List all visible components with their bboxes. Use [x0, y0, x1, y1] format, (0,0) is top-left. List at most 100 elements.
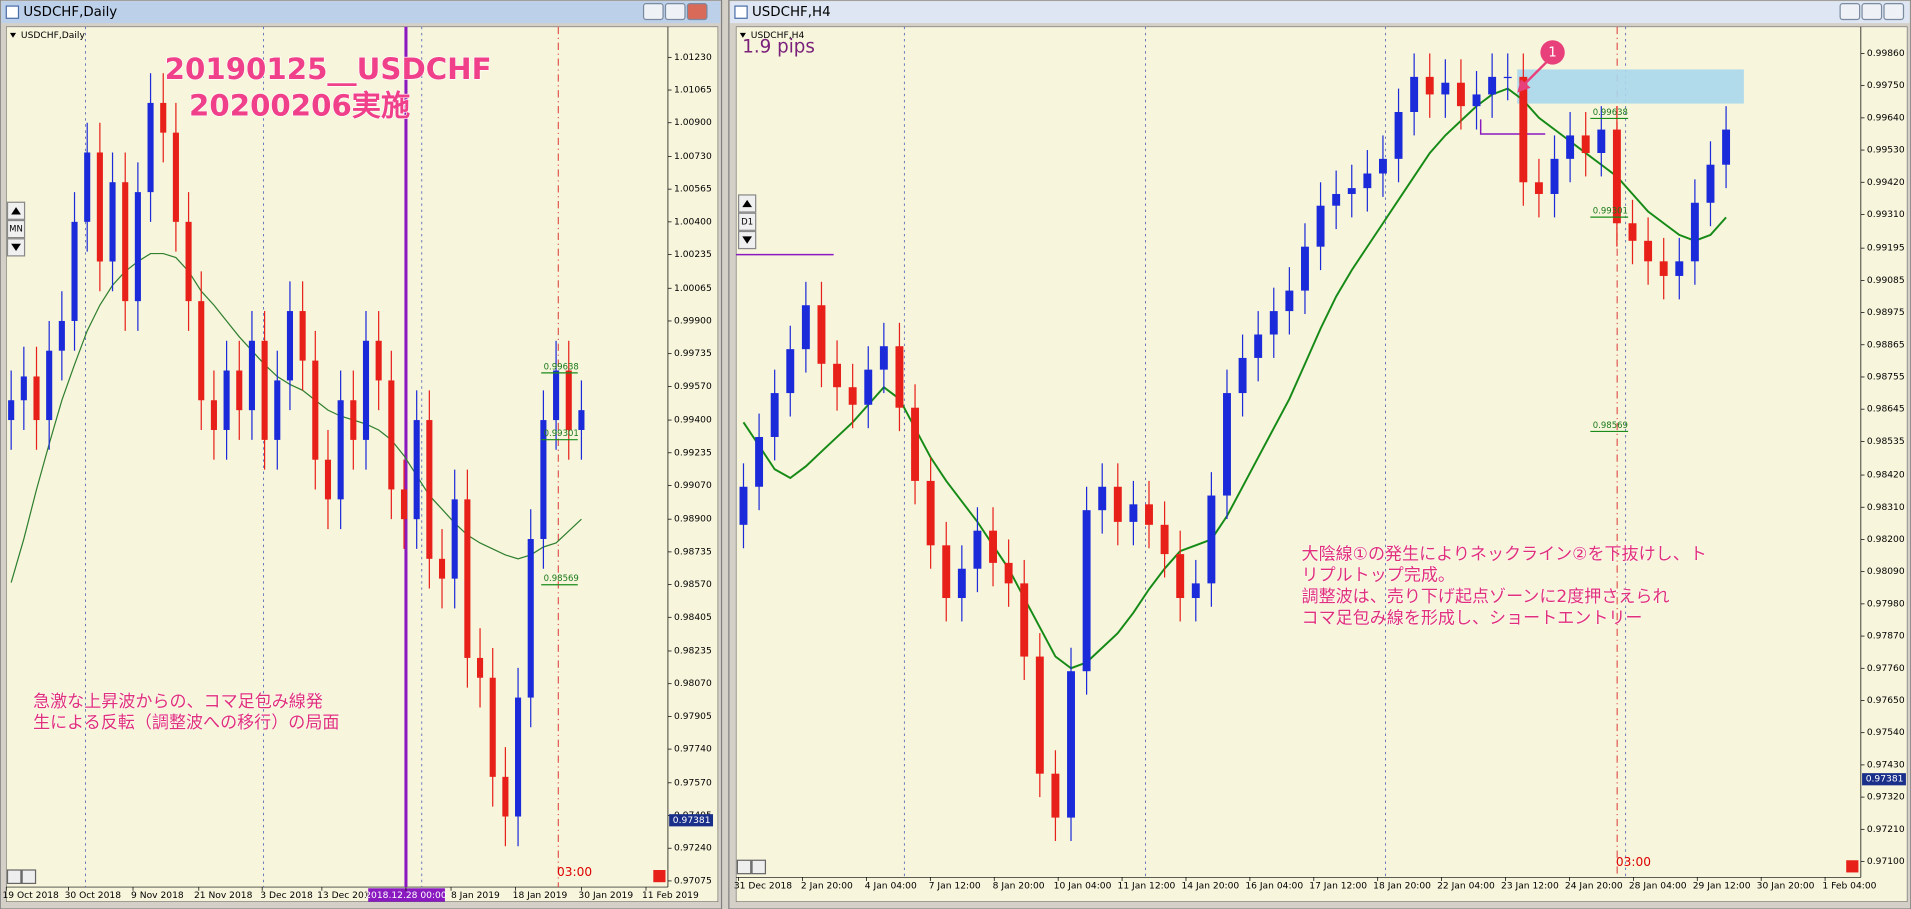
x-tick-label: 8 Jan 2019 [451, 891, 500, 901]
title-bar [730, 1, 1910, 24]
candle-body [864, 369, 873, 405]
close-tool-button[interactable] [21, 869, 37, 885]
close-button[interactable] [686, 3, 708, 21]
x-tick-label: 2018.12.28 00:00 [365, 891, 447, 901]
close-tool-button[interactable] [751, 859, 767, 875]
y-tick-label: 1.00565 [674, 185, 712, 195]
candle-body [565, 370, 572, 430]
candle-body [1020, 583, 1029, 657]
y-tick-label: 0.98975 [1867, 308, 1905, 318]
candle-body [274, 380, 281, 440]
candle-body [147, 102, 154, 193]
x-tick-label: 2 Jan 20:00 [801, 881, 853, 891]
candle-body [1378, 158, 1387, 174]
x-tick-label: 9 Nov 2018 [131, 891, 184, 901]
x-tick-label: 18 Jan 2019 [513, 891, 568, 901]
candle-body [109, 182, 116, 262]
x-tick-label: 21 Nov 2018 [194, 891, 253, 901]
y-tick-label: 0.98735 [674, 547, 712, 557]
tool-button[interactable] [736, 859, 752, 875]
candle-body [1269, 311, 1278, 335]
close-button[interactable] [1883, 3, 1905, 21]
candle-body [1519, 76, 1528, 183]
x-tick-label: 11 Feb 2019 [642, 891, 699, 901]
candle-body [1675, 261, 1684, 276]
x-tick-label: 7 Jan 12:00 [929, 881, 981, 891]
time-label: 03:00 [557, 865, 592, 879]
tool-button[interactable] [6, 869, 22, 885]
level-label: 0.99638 [1593, 108, 1628, 118]
y-tick-label: 0.99310 [1867, 210, 1905, 220]
annotation-title: 20200206実施 [189, 89, 410, 123]
y-tick-label: 1.01230 [674, 53, 712, 63]
maximize-button[interactable] [1861, 3, 1883, 21]
maximize-button[interactable] [664, 3, 686, 21]
y-tick-label: 0.99750 [1867, 81, 1905, 91]
candle-body [1223, 393, 1231, 496]
current-price-label: 0.97381 [673, 816, 711, 826]
y-tick-label: 0.97905 [674, 712, 712, 722]
minimize-button[interactable] [642, 3, 664, 21]
corner-button[interactable] [1846, 860, 1859, 873]
candle-body [1456, 82, 1465, 107]
up-arrow [11, 207, 21, 215]
time-label: 03:00 [1616, 855, 1651, 869]
candle-body [553, 370, 560, 421]
current-price-box [1862, 773, 1906, 786]
current-price-box [669, 814, 714, 827]
candle-body [1191, 583, 1200, 599]
candle-body [1332, 193, 1341, 206]
candle-body [198, 301, 205, 401]
candle-body [1176, 554, 1185, 599]
y-tick-label: 0.98570 [674, 580, 712, 590]
minimize-button[interactable] [1839, 3, 1861, 21]
down-arrow [742, 236, 753, 244]
candle-body [476, 657, 484, 678]
candle-body [1113, 486, 1122, 522]
candle-body [1207, 495, 1216, 584]
candle-body [578, 410, 585, 430]
y-tick-label: 0.97870 [1867, 632, 1905, 642]
timeframe-label: D1 [741, 217, 753, 227]
y-tick-label: 0.98420 [1867, 471, 1905, 481]
x-tick-label: 23 Jan 12:00 [1501, 881, 1559, 891]
y-tick-label: 0.97075 [674, 876, 712, 886]
candle-body [879, 346, 888, 370]
candle-body [261, 340, 268, 440]
corner-button[interactable] [653, 870, 666, 883]
x-tick-label: 24 Jan 20:00 [1565, 881, 1623, 891]
y-tick-label: 0.99530 [1867, 146, 1905, 156]
x-tick-label: 13 Dec 2018 [317, 891, 375, 901]
y-tick-label: 1.00730 [674, 152, 712, 162]
up-arrow [742, 199, 753, 208]
y-tick-label: 0.99085 [1867, 276, 1905, 286]
y-tick-label: 0.98755 [1867, 372, 1905, 382]
candle-body [236, 370, 243, 411]
title-bar [1, 1, 721, 24]
candle-body [801, 305, 810, 350]
candle-body [1098, 486, 1107, 511]
annotation-note: 調整波は、売り下げ起点ゾーンに2度押さえられ [1302, 587, 1670, 607]
candle-body [502, 776, 509, 817]
y-tick-label: 0.98645 [1867, 405, 1905, 415]
y-tick-label: 0.97100 [1867, 857, 1905, 867]
x-tick-label: 30 Oct 2018 [65, 891, 122, 901]
y-tick-label: 0.98900 [674, 515, 712, 525]
x-tick-label: 30 Jan 2019 [578, 891, 633, 901]
candle-body [895, 346, 904, 408]
y-tick-label: 0.99420 [1867, 178, 1905, 188]
candle-body [248, 340, 255, 411]
timeframe-button[interactable] [737, 212, 757, 231]
candle-body [1644, 240, 1653, 262]
y-tick-label: 0.97430 [1867, 760, 1905, 770]
level-label: 0.99638 [544, 362, 579, 372]
candle-body [46, 350, 53, 421]
y-tick-label: 0.99400 [674, 416, 712, 426]
candle-body [33, 376, 40, 421]
timeframe-button[interactable] [6, 219, 26, 239]
candle-body [172, 132, 179, 222]
level-label: 0.99301 [544, 429, 579, 439]
candle-body [122, 182, 129, 302]
x-tick-label: 1 Feb 04:00 [1822, 881, 1876, 891]
level-label: 0.99301 [1593, 207, 1628, 217]
